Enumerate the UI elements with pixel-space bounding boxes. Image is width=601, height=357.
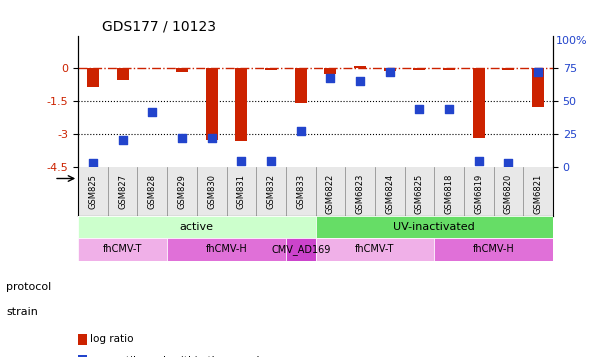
- Bar: [294, 69, 307, 103]
- Bar: [265, 69, 277, 70]
- Text: GSM6821: GSM6821: [534, 174, 543, 214]
- Point: [177, 135, 187, 141]
- Text: GSM833: GSM833: [296, 174, 305, 209]
- Point: [326, 75, 335, 80]
- Text: GDS177 / 10123: GDS177 / 10123: [102, 19, 216, 33]
- Text: GSM6823: GSM6823: [356, 174, 365, 214]
- Text: GSM6819: GSM6819: [474, 174, 483, 214]
- Text: CMV_AD169: CMV_AD169: [271, 244, 331, 255]
- Text: GSM6825: GSM6825: [415, 174, 424, 214]
- Text: GSM6822: GSM6822: [326, 174, 335, 214]
- Text: GSM829: GSM829: [177, 174, 186, 209]
- Text: GSM827: GSM827: [118, 174, 127, 209]
- Text: GSM832: GSM832: [266, 174, 275, 209]
- Text: GSM6820: GSM6820: [504, 174, 513, 214]
- Bar: [117, 69, 129, 80]
- FancyBboxPatch shape: [167, 238, 286, 261]
- Text: UV-inactivated: UV-inactivated: [393, 222, 475, 232]
- FancyBboxPatch shape: [286, 238, 316, 261]
- Point: [415, 106, 424, 112]
- Text: 100%: 100%: [556, 36, 587, 46]
- Bar: [413, 69, 426, 70]
- Point: [355, 79, 365, 84]
- Text: GSM825: GSM825: [88, 174, 97, 209]
- Text: GSM6824: GSM6824: [385, 174, 394, 214]
- Point: [118, 137, 127, 143]
- FancyBboxPatch shape: [316, 216, 553, 238]
- Text: GSM831: GSM831: [237, 174, 246, 209]
- Text: protocol: protocol: [6, 282, 51, 292]
- Point: [296, 129, 305, 134]
- Text: GSM6818: GSM6818: [445, 174, 454, 214]
- Text: fhCMV-H: fhCMV-H: [473, 244, 514, 255]
- Bar: [354, 66, 366, 69]
- Bar: [176, 69, 188, 72]
- Bar: [325, 69, 337, 74]
- Bar: [236, 69, 247, 141]
- Point: [533, 70, 543, 75]
- Text: fhCMV-T: fhCMV-T: [103, 244, 142, 255]
- Bar: [502, 69, 514, 70]
- Point: [474, 159, 484, 164]
- Point: [207, 135, 216, 141]
- Point: [444, 106, 454, 112]
- FancyBboxPatch shape: [435, 238, 553, 261]
- Bar: [443, 69, 455, 70]
- Bar: [384, 69, 395, 71]
- Bar: [206, 69, 218, 140]
- Text: active: active: [180, 222, 214, 232]
- Text: fhCMV-H: fhCMV-H: [206, 244, 248, 255]
- Bar: [87, 69, 99, 87]
- Bar: [532, 69, 544, 107]
- Text: log ratio: log ratio: [90, 334, 133, 344]
- FancyBboxPatch shape: [316, 238, 435, 261]
- Point: [147, 109, 157, 115]
- Point: [88, 160, 98, 166]
- Text: GSM830: GSM830: [207, 174, 216, 209]
- FancyBboxPatch shape: [78, 238, 167, 261]
- Point: [385, 70, 394, 75]
- Point: [237, 159, 246, 164]
- Text: GSM828: GSM828: [148, 174, 157, 209]
- Text: percentile rank within the sample: percentile rank within the sample: [90, 356, 266, 357]
- Point: [504, 160, 513, 166]
- Text: strain: strain: [6, 307, 38, 317]
- Point: [266, 159, 276, 164]
- FancyBboxPatch shape: [78, 216, 316, 238]
- Text: fhCMV-T: fhCMV-T: [355, 244, 395, 255]
- Bar: [473, 69, 484, 138]
